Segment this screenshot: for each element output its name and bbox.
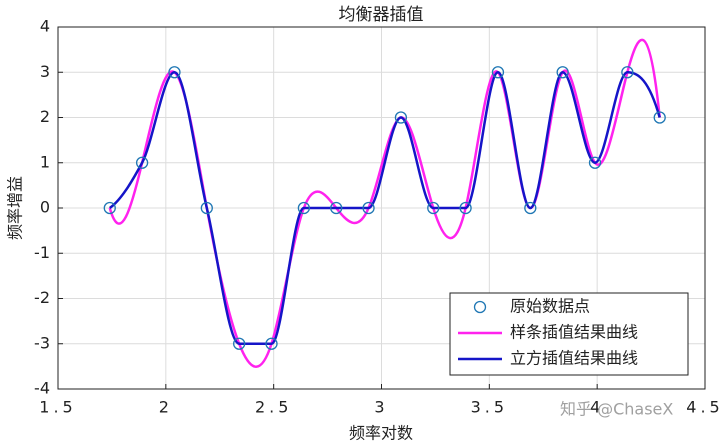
y-tick-label: -4 bbox=[34, 379, 50, 398]
y-tick-label: 1 bbox=[40, 152, 50, 171]
data-point bbox=[200, 201, 213, 215]
x-tick-label: 3.5 bbox=[471, 398, 508, 417]
data-point bbox=[233, 337, 246, 350]
x-axis-label: 频率对数 bbox=[349, 424, 413, 443]
data-point bbox=[362, 201, 375, 215]
data-point bbox=[330, 201, 343, 215]
y-tick-label: -3 bbox=[34, 333, 50, 352]
data-point bbox=[491, 66, 505, 79]
watermark: 知乎 @ChaseX bbox=[560, 400, 673, 419]
data-point bbox=[394, 111, 408, 124]
data-point bbox=[524, 201, 537, 215]
legend-label: 原始数据点 bbox=[510, 297, 590, 316]
y-tick-label: 3 bbox=[40, 62, 50, 81]
y-tick-label: 2 bbox=[40, 107, 50, 126]
data-point bbox=[265, 337, 278, 350]
data-point bbox=[427, 201, 440, 215]
plot-frame bbox=[57, 26, 706, 390]
legend-label: 立方插值结果曲线 bbox=[510, 349, 638, 368]
data-point bbox=[556, 66, 569, 79]
curve bbox=[109, 70, 661, 345]
x-tick-label: 4 bbox=[590, 398, 604, 417]
x-tick-label: 2 bbox=[159, 398, 173, 417]
data-point bbox=[459, 201, 472, 215]
y-tick-label: 0 bbox=[40, 198, 50, 217]
x-tick-label: 2.5 bbox=[255, 398, 292, 417]
legend-swatch bbox=[473, 300, 487, 314]
data-point bbox=[653, 111, 666, 124]
x-tick-label: 1.5 bbox=[39, 398, 76, 417]
data-point bbox=[168, 66, 181, 79]
data-point bbox=[103, 201, 116, 215]
legend-label: 样条插值结果曲线 bbox=[510, 323, 638, 342]
y-axis-label: 频率增益 bbox=[6, 176, 25, 240]
data-point bbox=[297, 201, 311, 215]
x-tick-label: 3 bbox=[374, 398, 388, 417]
y-tick-label: 4 bbox=[40, 17, 50, 36]
chart-title: 均衡器插值 bbox=[339, 5, 424, 25]
y-tick-label: -2 bbox=[34, 288, 50, 307]
data-point bbox=[588, 156, 602, 169]
x-tick-label: 4.5 bbox=[686, 398, 720, 417]
data-point bbox=[621, 66, 634, 79]
data-point bbox=[135, 156, 149, 169]
y-tick-label: -1 bbox=[34, 243, 50, 262]
